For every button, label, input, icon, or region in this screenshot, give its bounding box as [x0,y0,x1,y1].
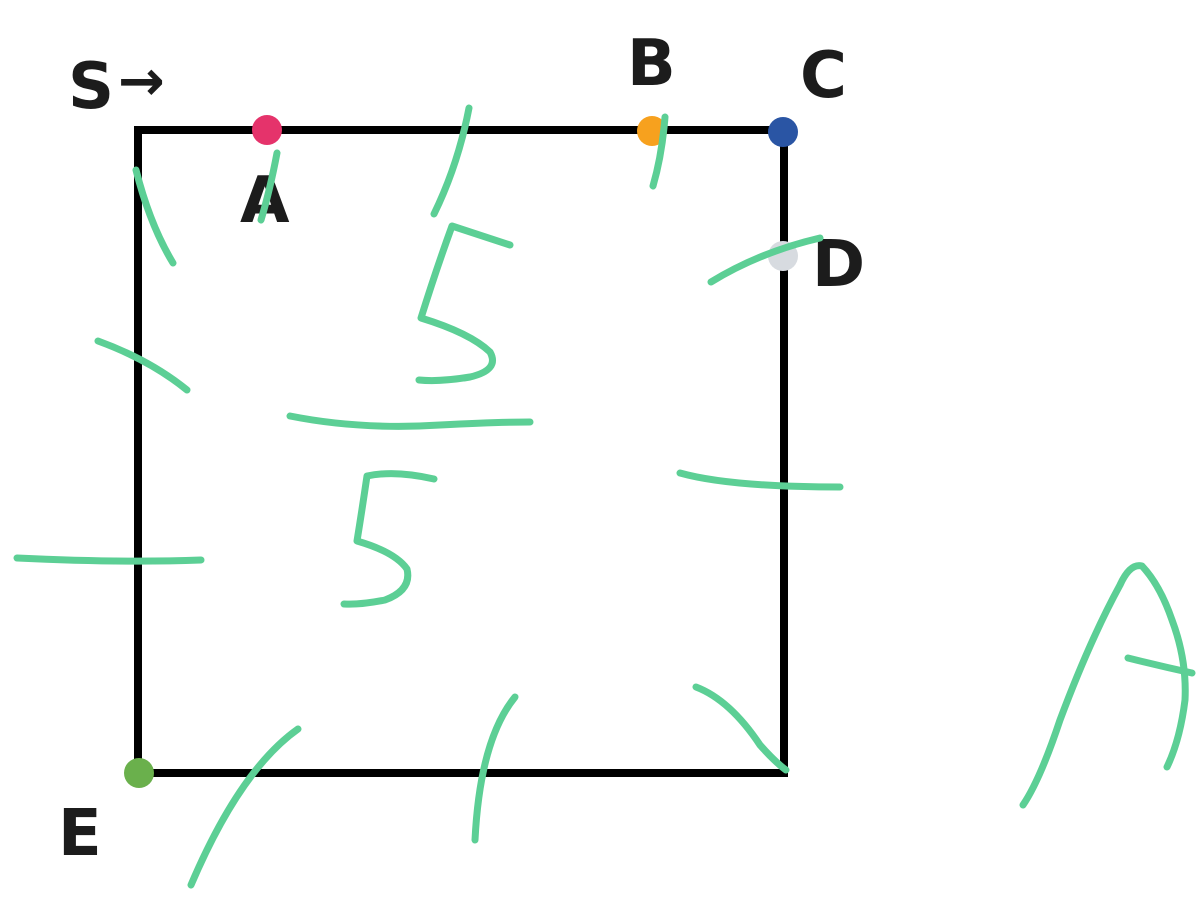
point-e-label: E [58,797,102,871]
tick-mark [94,337,191,394]
tick-mark [692,683,790,774]
tick-mark [676,469,844,491]
point-c-dot [768,117,798,147]
point-e-dot [124,758,154,788]
point-c-label: C [800,39,847,113]
side-letter: A [0,0,1196,809]
tick-mark [13,554,205,565]
fraction-bar [286,412,534,430]
fraction-numerator-stroke [415,222,514,385]
point-a-dot [252,115,282,145]
fraction-numerator-value: 5 [0,0,1,1]
tick-mark [187,725,302,889]
point-b-label: B [627,27,676,101]
tick-marks [13,104,844,889]
fraction-denominator-stroke [340,470,438,608]
side-letter-value: A [0,0,1,1]
start-label: S [68,50,114,124]
tick-mark [707,234,824,286]
side-letter-stroke [1019,562,1189,809]
side-letter-crossbar [1124,654,1196,677]
fraction-denominator-value: 5 [0,0,1,1]
start-arrow-icon: → [118,49,165,114]
tick-mark [649,113,669,190]
tick-mark [471,693,519,844]
fraction: 5 5 [0,0,534,608]
tick-mark [430,104,473,218]
tick-mark [132,166,177,267]
tick-mark [257,149,281,224]
